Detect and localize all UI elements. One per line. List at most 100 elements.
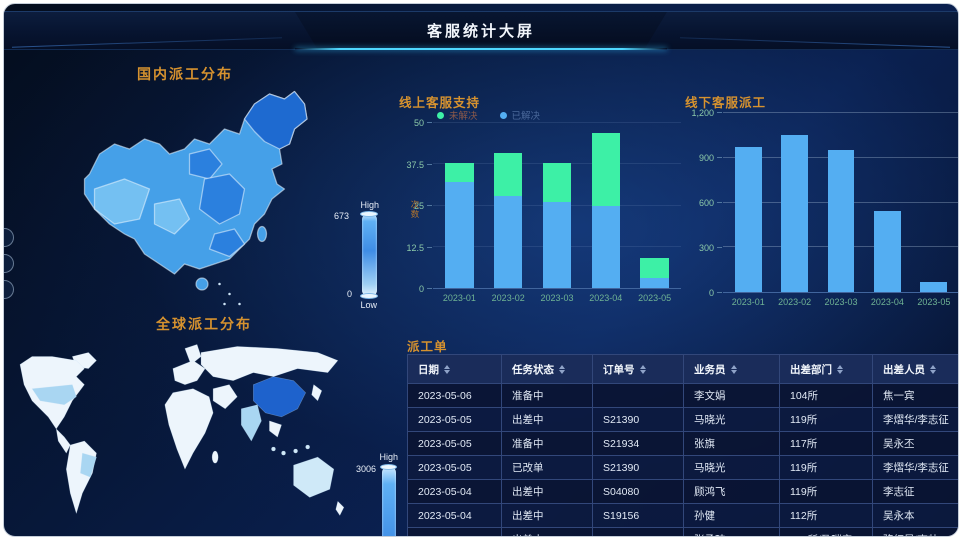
bar-segment-未解决[interactable] [640, 258, 669, 279]
x-axis-labels: 2023-01 2023-02 2023-03 2023-04 2023-05 [433, 293, 681, 303]
chart-legend: 未解决 已解决 [437, 107, 681, 123]
y-axis-tick [427, 246, 432, 248]
sort-down-arrow [559, 370, 565, 375]
bar-segment-线下客服派工[interactable] [734, 147, 762, 292]
bar-2023-03[interactable] [827, 113, 855, 292]
table-cell: 李熠华/李志征 [872, 407, 958, 432]
column-header-日期[interactable]: 日期 [407, 354, 502, 384]
column-header-label: 任务状态 [512, 363, 554, 376]
legend-item-resolved[interactable]: 已解决 [499, 108, 540, 122]
side-widget-button-1[interactable] [4, 228, 14, 247]
bar-segment-未解决[interactable] [591, 132, 620, 206]
bar-slot [581, 123, 630, 288]
table-cell [592, 527, 684, 536]
world-map[interactable] [16, 340, 368, 537]
world-map-title: 全球派工分布 [156, 316, 252, 332]
table-cell: 吴永丕 [872, 431, 958, 456]
table-body: 2023-05-06 准备中 李文娟 104所 焦一宾 2023-05-05 出差中 S213… [407, 383, 958, 536]
bar-segment-未解决[interactable] [494, 152, 523, 196]
china-map[interactable] [62, 84, 342, 314]
header-bar: 客服统计大屏 [4, 11, 958, 50]
offline-chart-title: 线下客服派工 [685, 96, 767, 110]
bar-segment-已解决[interactable] [542, 202, 572, 288]
sort-up-arrow [639, 365, 646, 370]
table-cell: 119所 [779, 407, 873, 432]
online-support-chart-panel: 线上客服支持 未解决 已解决 0 12.5 25 37.5 50 2023-01 2023… [399, 92, 681, 310]
table-cell: 准备中 [501, 383, 593, 408]
sort-icon [444, 365, 450, 375]
header-center-shape [295, 12, 667, 49]
bar-segment-线下客服派工[interactable] [827, 150, 855, 292]
table-cell: 张丞玮 [683, 527, 780, 536]
world-map-gradient-legend: High 3006 [356, 452, 402, 536]
y-axis-tick [427, 122, 432, 123]
table-cell: 2023-05-05 [407, 431, 502, 456]
column-header-label: 业务员 [694, 363, 726, 376]
bar-2023-01[interactable] [445, 123, 474, 288]
bar-2023-05[interactable] [640, 123, 669, 288]
bar-2023-04[interactable] [873, 113, 901, 292]
table-cell: 孙健 [683, 503, 780, 528]
table-cell [592, 383, 684, 408]
table-cell: 出差中 [501, 479, 593, 504]
sort-up-arrow [444, 365, 450, 370]
column-header-出差部门[interactable]: 出差部门 [779, 354, 873, 384]
column-header-label: 日期 [418, 363, 439, 376]
y-axis-tick [717, 202, 722, 203]
column-header-订单号[interactable]: 订单号 [592, 354, 684, 384]
sort-icon [639, 365, 646, 375]
table-cell: S19156 [592, 503, 684, 528]
bar-segment-已解决[interactable] [591, 205, 620, 288]
table-cell: S21390 [592, 455, 684, 480]
side-widget-button-3[interactable] [4, 280, 14, 299]
bar-segment-未解决[interactable] [542, 162, 572, 203]
table-title: 派工单 [407, 340, 448, 354]
bar-2023-05[interactable] [920, 113, 948, 292]
gradient-bar[interactable] [362, 213, 377, 297]
sort-up-arrow [930, 365, 936, 370]
bar-2023-02[interactable] [781, 113, 809, 292]
dashboard: 客服统计大屏 国内派工分布 High 673 0 Low [3, 3, 959, 537]
table-cell: S21390 [592, 407, 684, 432]
side-widget-button-2[interactable] [4, 254, 14, 273]
page-title: 客服统计大屏 [426, 23, 535, 40]
bar-segment-已解决[interactable] [640, 278, 669, 288]
x-axis-label: 2023-01 [731, 297, 765, 307]
legend-min-value: 0 [347, 289, 353, 299]
bar-slot [533, 123, 582, 288]
bar-2023-01[interactable] [734, 113, 762, 292]
sort-icon [559, 365, 565, 375]
gradient-bar-cap-top [380, 464, 397, 470]
table-cell: 2023-05-03 [407, 527, 502, 536]
y-axis-tick-label: 50 [413, 118, 424, 128]
bar-2023-02[interactable] [494, 123, 523, 288]
legend-item-unresolved[interactable]: 未解决 [437, 108, 478, 122]
bar-segment-线下客服派工[interactable] [920, 281, 948, 292]
sort-down-arrow [444, 370, 450, 375]
x-axis-label: 2023-04 [870, 297, 904, 307]
bar-2023-04[interactable] [591, 123, 620, 288]
bar-segment-未解决[interactable] [445, 162, 474, 183]
bars-area [725, 113, 957, 292]
bar-slot [484, 123, 533, 288]
bar-segment-线下客服派工[interactable] [873, 211, 901, 292]
table-row: 2023-05-05 已改单 S21390 马晓光 119所 李熠华/李志征 [407, 455, 958, 480]
y-axis-tick [427, 288, 432, 289]
column-header-出差人员[interactable]: 出差人员 [872, 354, 958, 384]
table-cell: 119所 [779, 479, 873, 504]
legend-max-value: 3006 [356, 464, 377, 474]
bar-segment-已解决[interactable] [494, 195, 523, 288]
table-cell: 出差中 [501, 503, 593, 528]
bar-2023-03[interactable] [542, 123, 572, 288]
table-row: 2023-05-04 出差中 S19156 孙健 112所 吴永本 [407, 503, 958, 528]
column-header-业务员[interactable]: 业务员 [683, 354, 780, 384]
column-header-任务状态[interactable]: 任务状态 [501, 354, 593, 384]
plot-area [433, 122, 681, 289]
gridline [433, 122, 681, 123]
table-row: 2023-05-05 出差中 S21390 马晓光 119所 李熠华/李志征 [407, 407, 958, 432]
bar-segment-线下客服派工[interactable] [781, 135, 809, 292]
legend-dot [499, 111, 507, 119]
gradient-bar[interactable] [382, 466, 396, 536]
bar-segment-已解决[interactable] [445, 182, 474, 288]
bars-area [435, 123, 679, 288]
